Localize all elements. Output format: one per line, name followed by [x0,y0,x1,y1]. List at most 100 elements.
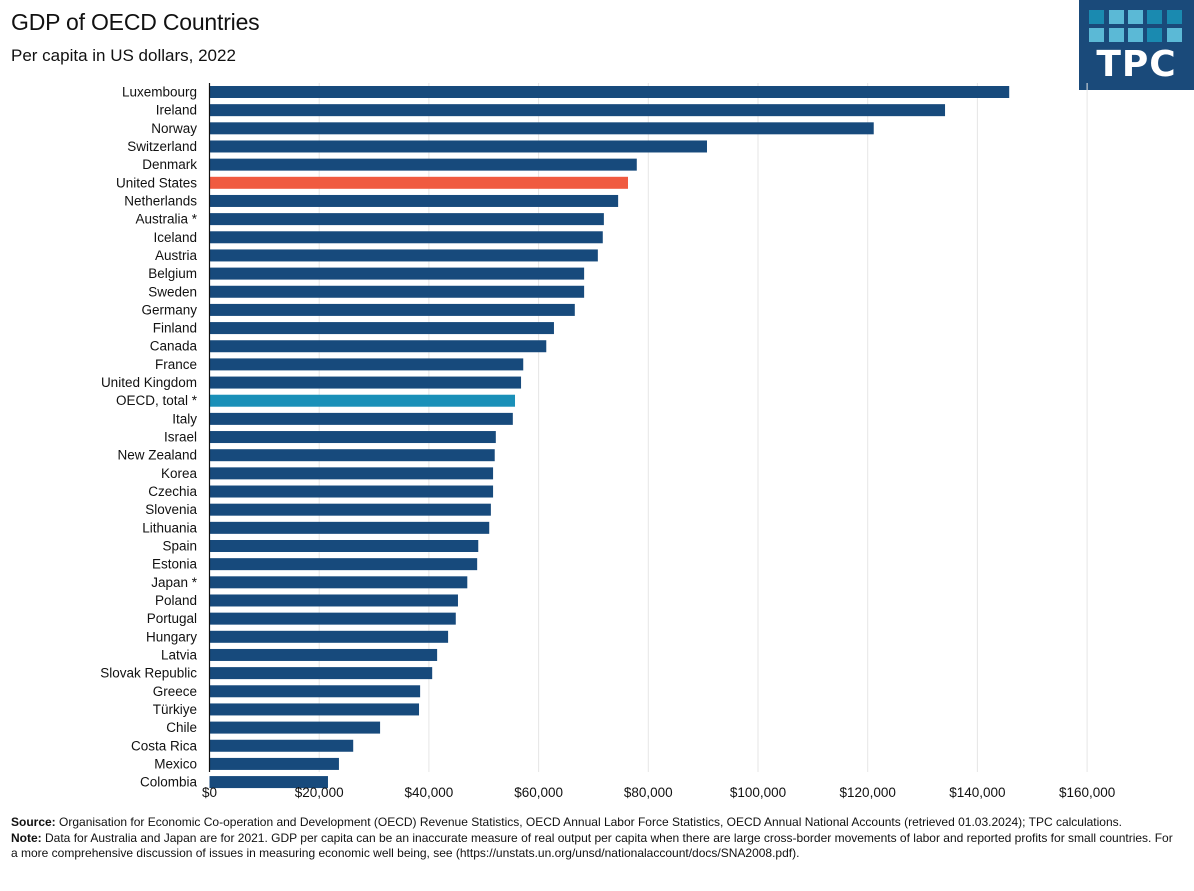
category-label: Greece [153,684,197,699]
category-label: Türkiye [153,702,197,717]
bar [209,630,449,643]
category-label: Poland [155,593,197,608]
category-label: Mexico [154,756,197,771]
bar [209,231,603,244]
bar [209,394,516,407]
chart-title: GDP of OECD Countries [11,9,260,35]
x-tick-labels: $0 $20,000 $40,000 $60,000 $80,000 $100,000 $1… [202,785,1115,800]
category-label: Israel [164,430,197,445]
bar [209,412,513,425]
category-label: Spain [162,539,197,554]
bar [209,285,585,298]
bar [209,721,381,734]
category-label: Canada [150,339,198,354]
bar [209,576,468,589]
logo-square [1109,10,1124,24]
logo-square [1128,10,1143,24]
category-label: France [155,357,197,372]
bar [209,558,478,571]
logo-square [1147,10,1162,24]
category-label: Denmark [142,157,197,172]
x-tick-label: $20,000 [295,785,344,800]
bar [209,322,554,335]
bar [209,739,354,752]
category-label: Italy [172,411,197,426]
category-label: Switzerland [127,139,197,154]
category-label: Chile [166,720,197,735]
bar [209,467,494,480]
source-note: Source: Organisation for Economic Co-ope… [11,815,1181,831]
bar [209,249,598,262]
category-label: United States [116,175,197,190]
chart-subtitle: Per capita in US dollars, 2022 [11,46,236,65]
category-label: Finland [153,321,197,336]
logo-square [1167,10,1182,24]
category-label: Hungary [146,629,197,644]
x-tick-label: $160,000 [1059,785,1115,800]
bar [209,776,328,789]
note-label: Note: [11,830,42,845]
bar [209,267,585,280]
source-text: Organisation for Economic Co-operation a… [55,815,1122,829]
source-label: Source: [11,815,56,829]
logo-square [1089,28,1104,42]
bar [209,340,547,353]
bar [209,612,456,625]
x-tick-label: $80,000 [624,785,673,800]
x-tick-label: $120,000 [840,785,896,800]
bar [209,485,494,498]
category-label: Norway [151,121,197,136]
category-label: United Kingdom [101,375,197,390]
x-tick-label: $0 [202,785,217,800]
bar [209,594,458,607]
bar [209,140,707,153]
chart-footer: Source: Organisation for Economic Co-ope… [11,815,1181,862]
bar [209,213,604,226]
category-label: Estonia [152,557,198,572]
category-label: Netherlands [124,193,197,208]
logo-square [1109,28,1124,42]
logo-text: TPC [1096,44,1177,85]
bar [209,703,420,716]
category-label: Slovenia [145,502,197,517]
category-label: Austria [155,248,198,263]
bar [209,648,438,661]
x-tick-label: $140,000 [949,785,1005,800]
x-tick-label: $60,000 [514,785,563,800]
bar [209,376,522,389]
category-label: Lithuania [142,520,197,535]
category-label: Iceland [153,230,197,245]
bar [209,667,433,680]
bar [209,757,339,770]
x-tick-label: $100,000 [730,785,786,800]
logo-square [1147,28,1162,42]
category-label: Portugal [147,611,197,626]
category-label: Australia * [135,212,197,227]
note: Note: Data for Australia and Japan are f… [11,831,1181,862]
bar [209,449,495,462]
category-label: New Zealand [117,448,197,463]
bar-chart: Luxembourg Ireland Norway Switzerland Denmar… [100,83,1115,800]
category-label: Latvia [161,647,198,662]
category-labels: Luxembourg Ireland Norway Switzerland Denmar… [100,85,198,790]
logo-square [1167,28,1182,42]
category-label: Czechia [148,484,197,499]
category-label: Luxembourg [122,85,197,100]
category-label: Slovak Republic [100,666,197,681]
category-label: OECD, total * [116,393,198,408]
bar [209,431,496,444]
bar [209,194,619,207]
bar [209,521,490,534]
category-label: Ireland [156,103,197,118]
bar [209,86,1010,98]
note-text: Data for Australia and Japan are for 202… [11,830,1173,861]
category-label: Sweden [148,284,197,299]
tpc-logo: TPC [1079,0,1194,90]
bar [209,358,524,371]
bar [209,176,629,189]
bar [209,540,479,552]
bar [209,104,946,117]
bars [209,86,1010,789]
bar [209,503,491,516]
category-label: Colombia [140,775,198,790]
